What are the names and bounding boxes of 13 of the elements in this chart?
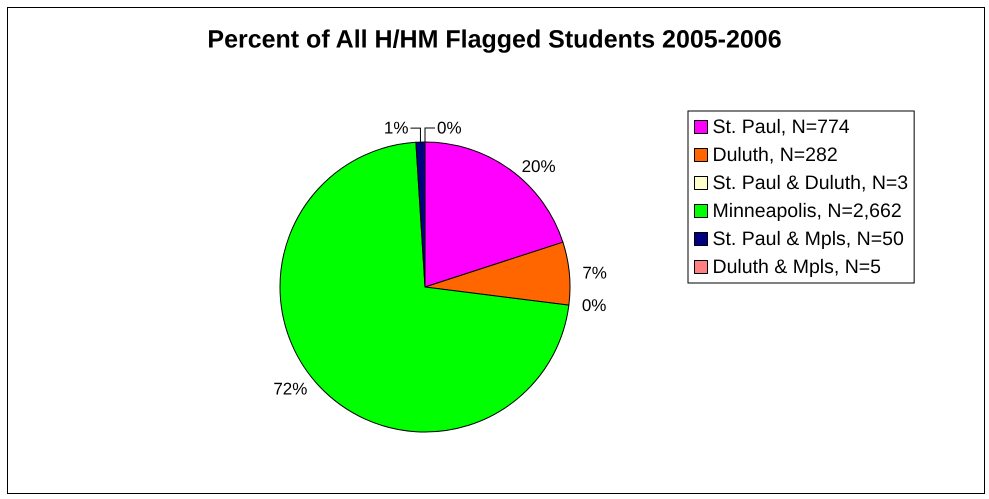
legend-label: St. Paul & Mpls, N=50 — [712, 228, 904, 250]
chart-title: Percent of All H/HM Flagged Students 2005-2006 — [207, 26, 782, 54]
data-label: 20% — [522, 156, 556, 176]
text: 0% — [582, 296, 606, 316]
legend-label: Duluth & Mpls, N=5 — [712, 256, 882, 278]
text: 0% — [437, 118, 462, 138]
legend-label: Duluth, N=282 — [712, 144, 838, 166]
data-label: 72% — [273, 379, 308, 398]
data-label: 7% — [582, 263, 607, 282]
legend-label: St. Paul, N=774 — [712, 116, 850, 138]
data-label: 1% — [384, 118, 408, 138]
legend-label: Minneapolis, N=2,662 — [712, 200, 902, 222]
legend-label: St. Paul & Duluth, N=3 — [712, 172, 908, 194]
